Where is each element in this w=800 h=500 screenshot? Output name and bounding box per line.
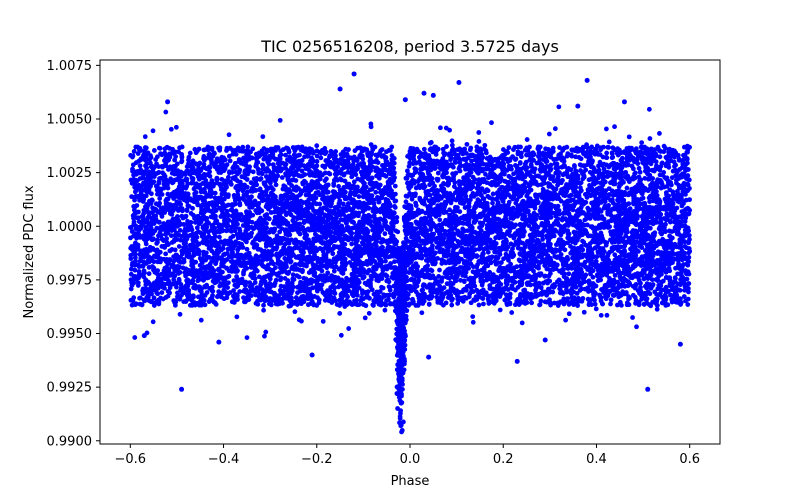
y-tick-label: 1.0000 bbox=[47, 220, 93, 235]
x-tick-label: 0.6 bbox=[679, 452, 700, 467]
y-tick-label: 1.0025 bbox=[47, 166, 93, 181]
chart-title: TIC 0256516208, period 3.5725 days bbox=[260, 37, 559, 56]
y-axis: 0.9900 0.9925 0.9950 0.9975 1.0000 1.0025 1.00… bbox=[47, 59, 100, 449]
outlier-point bbox=[421, 90, 427, 96]
y-tick-label: 0.9975 bbox=[47, 273, 93, 288]
outlier-point bbox=[456, 80, 462, 86]
outlier-point bbox=[430, 92, 436, 98]
y-axis-label: Normalized PDC flux bbox=[22, 185, 37, 318]
outlier-point bbox=[216, 339, 222, 345]
flux-points bbox=[127, 104, 693, 435]
y-tick-label: 0.9925 bbox=[47, 381, 93, 396]
outlier-point bbox=[337, 86, 343, 92]
outlier-point bbox=[584, 77, 590, 83]
outlier-point bbox=[426, 354, 432, 360]
outlier-point bbox=[402, 97, 408, 103]
outlier-point bbox=[677, 341, 683, 347]
x-axis: −0.6 −0.4 −0.2 0.0 0.2 0.4 0.6 bbox=[115, 444, 700, 467]
x-axis-label: Phase bbox=[391, 474, 430, 489]
y-tick-label: 0.9950 bbox=[47, 327, 93, 342]
scatter-points bbox=[127, 71, 693, 435]
x-tick-label: 0.2 bbox=[493, 452, 514, 467]
x-tick-label: −0.4 bbox=[208, 452, 240, 467]
outlier-point bbox=[141, 333, 147, 339]
outlier-point bbox=[514, 358, 520, 364]
outlier-point bbox=[645, 386, 651, 392]
outlier-point bbox=[165, 99, 171, 105]
outlier-point bbox=[621, 99, 627, 105]
outlier-point bbox=[351, 71, 357, 77]
outlier-point bbox=[575, 103, 581, 109]
outlier-point bbox=[179, 386, 185, 392]
y-tick-label: 1.0075 bbox=[47, 59, 93, 74]
x-tick-label: 0.0 bbox=[400, 452, 421, 467]
y-tick-label: 1.0050 bbox=[47, 112, 93, 127]
x-tick-label: −0.2 bbox=[301, 452, 333, 467]
outlier-point bbox=[309, 352, 315, 358]
x-tick-label: 0.4 bbox=[586, 452, 607, 467]
y-tick-label: 0.9900 bbox=[47, 434, 93, 449]
x-tick-label: −0.6 bbox=[115, 452, 147, 467]
outlier-point bbox=[542, 337, 548, 343]
